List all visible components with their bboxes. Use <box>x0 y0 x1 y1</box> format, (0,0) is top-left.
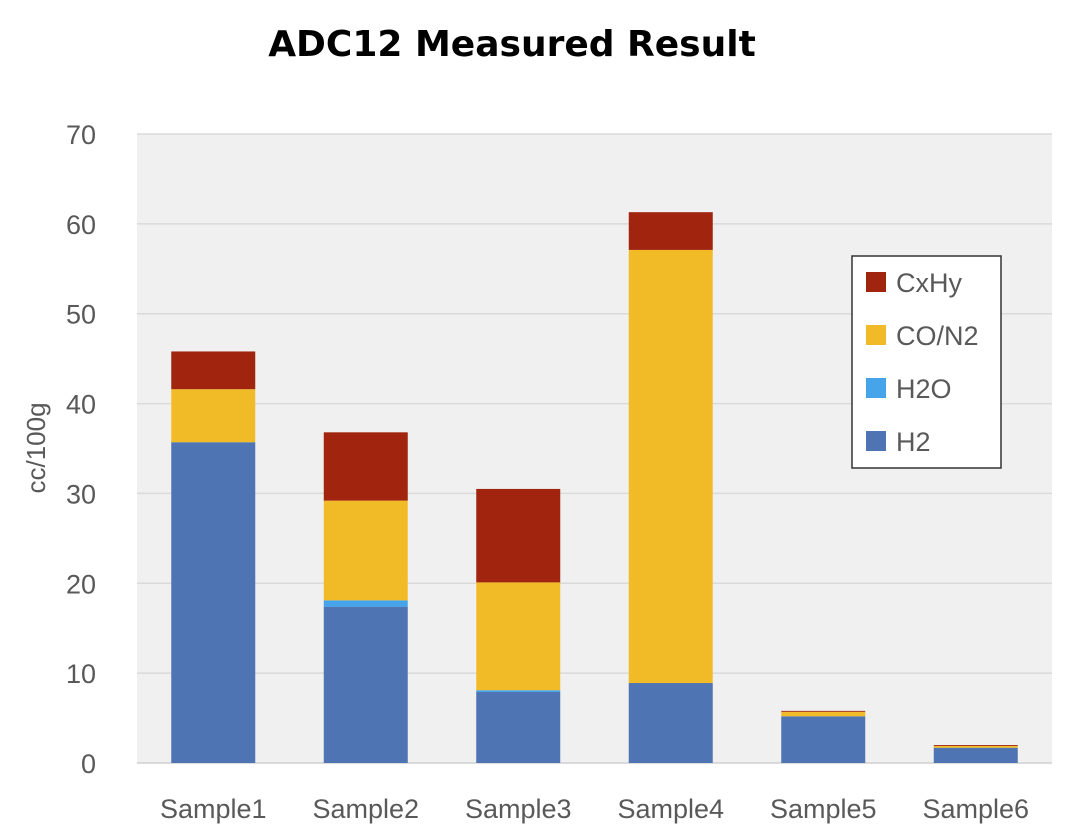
bar-stack-Sample6 <box>933 745 1018 763</box>
y-axis-label: cc/100g <box>21 402 51 493</box>
legend-swatch-CO-N2 <box>866 325 886 345</box>
legend: CxHy CO/N2 H2O H2 <box>851 255 1002 469</box>
x-tick-label: Sample1 <box>160 794 267 824</box>
bar-CO-N2-Sample3 <box>476 582 561 691</box>
bar-CxHy-Sample1 <box>171 351 256 390</box>
x-tick-label: Sample5 <box>770 794 877 824</box>
bars <box>171 212 1018 763</box>
legend-swatch-H2O <box>866 378 886 398</box>
bar-CO-N2-Sample6 <box>933 745 1018 748</box>
bar-H2-Sample6 <box>933 747 1018 763</box>
legend-label: H2 <box>896 427 931 457</box>
bar-CO-N2-Sample4 <box>628 249 713 684</box>
x-tick-label: Sample4 <box>617 794 724 824</box>
bar-H2-Sample4 <box>628 683 713 763</box>
bar-CxHy-Sample4 <box>628 212 713 250</box>
y-tick-label: 10 <box>66 659 96 689</box>
y-tick-label: 30 <box>66 479 96 509</box>
legend-label: CxHy <box>896 268 962 298</box>
y-tick-label: 50 <box>66 300 96 330</box>
bar-H2-Sample3 <box>476 692 561 763</box>
chart-title: ADC12 Measured Result <box>268 24 756 65</box>
y-tick-label: 60 <box>66 210 96 240</box>
bar-CxHy-Sample2 <box>323 432 408 501</box>
y-axis-ticks: 0 10 20 30 40 50 60 70 <box>66 120 96 779</box>
bar-stack-Sample1 <box>171 351 256 763</box>
bar-H2O-Sample2 <box>323 600 408 607</box>
bar-stack-Sample4 <box>628 212 713 763</box>
x-tick-label: Sample6 <box>922 794 1029 824</box>
y-tick-label: 0 <box>81 749 96 779</box>
bar-H2-Sample5 <box>781 716 866 763</box>
bar-CO-N2-Sample1 <box>171 389 256 443</box>
y-tick-label: 70 <box>66 120 96 150</box>
bar-CxHy-Sample5 <box>781 710 866 712</box>
legend-swatch-H2 <box>866 431 886 451</box>
x-axis-ticks: Sample1 Sample2 Sample3 Sample4 Sample5 Sampl… <box>160 794 1029 824</box>
y-tick-label: 40 <box>66 390 96 420</box>
bar-CxHy-Sample3 <box>476 488 561 583</box>
bar-CO-N2-Sample5 <box>781 711 866 717</box>
legend-label: H2O <box>896 374 952 404</box>
bar-CO-N2-Sample2 <box>323 500 408 601</box>
bar-stack-Sample5 <box>781 710 866 763</box>
bar-H2-Sample1 <box>171 442 256 763</box>
bar-H2-Sample2 <box>323 606 408 763</box>
bar-stack-Sample3 <box>476 488 561 763</box>
legend-swatch-CxHy <box>866 272 886 292</box>
y-tick-label: 20 <box>66 569 96 599</box>
x-tick-label: Sample2 <box>312 794 419 824</box>
bar-stack-Sample2 <box>323 432 408 763</box>
bar-H2O-Sample3 <box>476 690 561 693</box>
gridlines <box>137 133 1052 764</box>
x-tick-label: Sample3 <box>465 794 572 824</box>
bar-CxHy-Sample6 <box>933 745 1018 746</box>
legend-label: CO/N2 <box>896 321 979 351</box>
